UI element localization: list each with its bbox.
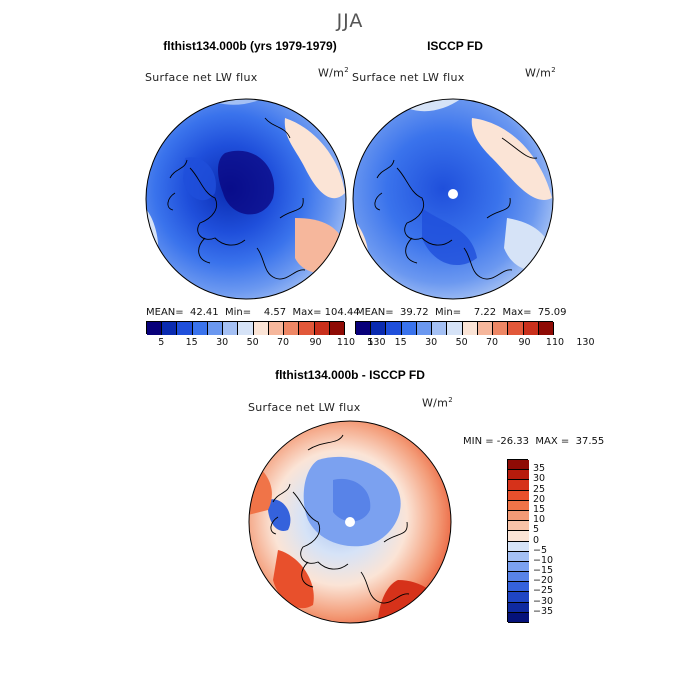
colorbar-swatch	[462, 322, 478, 335]
colorbar-tick-label: −10	[533, 554, 554, 566]
left-variable-label: Surface net LW flux	[145, 71, 258, 84]
colorbar-swatch	[223, 322, 239, 335]
left-units: W/m2	[318, 66, 349, 80]
colorbar-swatch	[371, 322, 387, 335]
colorbar-swatch	[299, 322, 315, 335]
colorbar-swatch	[508, 500, 529, 511]
diff-units: W/m2	[422, 396, 453, 410]
colorbar-swatch	[268, 322, 285, 335]
colorbar-swatch	[356, 322, 372, 335]
colorbar-tick-label: −25	[533, 585, 554, 597]
colorbar-swatch	[207, 322, 224, 335]
colorbar-tick-label: 130	[576, 337, 595, 348]
colorbar-tick-label: 30	[533, 473, 546, 485]
colorbar-tick-label: −20	[533, 575, 554, 587]
colorbar-tick-label: 90	[309, 337, 322, 348]
colorbar-tick-label: −5	[533, 544, 548, 556]
colorbar-tick-label: 30	[425, 337, 438, 348]
colorbar-swatch	[508, 551, 529, 562]
colorbar-tick-label: 35	[533, 463, 546, 475]
colorbar-swatch	[508, 612, 529, 623]
left-stats: MEAN= 42.41 Min= 4.57 Max= 104.44	[146, 307, 360, 318]
colorbar-swatch	[493, 322, 509, 335]
colorbar-tick-label: 0	[533, 534, 540, 546]
colorbar-tick-label: 50	[246, 337, 259, 348]
diff-minmax: MIN = -26.33 MAX = 37.55	[463, 436, 605, 447]
colorbar-tick-label: 70	[486, 337, 499, 348]
colorbar-swatch	[147, 322, 163, 335]
colorbar-swatch	[432, 322, 448, 335]
colorbar-tick-label: 130	[367, 337, 386, 348]
colorbar-tick-label: 20	[533, 493, 546, 505]
left-panel-title: flthist134.000b (yrs 1979-1979)	[163, 39, 337, 53]
colorbar-swatch	[508, 592, 529, 603]
colorbar-tick-label: 110	[545, 337, 565, 348]
left-colorbar	[146, 321, 345, 335]
colorbar-tick-label: 90	[518, 337, 531, 348]
colorbar-tick-label: 15	[185, 337, 198, 348]
right-panel-title: ISCCP FD	[427, 39, 483, 53]
colorbar-swatch	[329, 322, 345, 335]
colorbar-swatch	[253, 322, 269, 335]
colorbar-swatch	[508, 490, 529, 501]
colorbar-tick-label: −35	[533, 605, 554, 617]
colorbar-swatch	[508, 322, 524, 335]
colorbar-swatch	[177, 322, 193, 335]
colorbar-swatch	[538, 322, 554, 335]
colorbar-swatch	[508, 541, 529, 552]
colorbar-swatch	[192, 322, 208, 335]
colorbar-swatch	[508, 572, 529, 583]
diff-panel-title: flthist134.000b - ISCCP FD	[275, 368, 425, 382]
colorbar-swatch	[386, 322, 402, 335]
colorbar-swatch	[238, 322, 254, 335]
colorbar-swatch	[284, 322, 300, 335]
colorbar-swatch	[162, 322, 178, 335]
diff-colorbar-ticks: 35 30 25 20 15 10 5 0 −5 −10 −15 −20 −25 −30 −35	[533, 459, 573, 622]
colorbar-swatch	[523, 322, 539, 335]
colorbar-swatch	[508, 521, 529, 532]
right-polar-map	[352, 98, 554, 300]
left-colorbar-ticks: 5 15 30 50 70 90 110 130	[146, 337, 385, 349]
colorbar-swatch	[314, 322, 330, 335]
left-polar-map	[145, 98, 347, 300]
colorbar-tick-label: 15	[533, 503, 546, 515]
colorbar-tick-label: 25	[533, 483, 546, 495]
colorbar-swatch	[416, 322, 433, 335]
diff-polar-map	[248, 420, 452, 624]
colorbar-tick-label: 70	[277, 337, 290, 348]
colorbar-tick-label: −30	[533, 595, 554, 607]
diff-variable-label: Surface net LW flux	[248, 401, 361, 414]
colorbar-tick-label: 50	[455, 337, 468, 348]
right-units: W/m2	[525, 66, 556, 80]
right-variable-label: Surface net LW flux	[352, 71, 465, 84]
colorbar-swatch	[508, 561, 529, 573]
right-colorbar-ticks: 5 15 30 50 70 90 110 130	[355, 337, 594, 349]
colorbar-swatch	[508, 480, 529, 491]
colorbar-swatch	[447, 322, 463, 335]
colorbar-swatch	[508, 470, 529, 481]
colorbar-swatch	[508, 582, 529, 593]
colorbar-tick-label: 15	[394, 337, 407, 348]
colorbar-swatch	[401, 322, 417, 335]
season-title: JJA	[336, 10, 364, 32]
colorbar-swatch	[508, 602, 529, 613]
colorbar-tick-label: 110	[336, 337, 356, 348]
colorbar-swatch	[508, 460, 529, 471]
colorbar-swatch	[508, 510, 529, 522]
diff-colorbar	[507, 459, 529, 623]
colorbar-tick-label: 5	[533, 524, 540, 536]
colorbar-tick-label: 30	[216, 337, 229, 348]
colorbar-tick-label: 10	[533, 514, 546, 526]
colorbar-tick-label: −15	[533, 565, 554, 577]
colorbar-swatch	[477, 322, 494, 335]
right-stats: MEAN= 39.72 Min= 7.22 Max= 75.09	[356, 307, 567, 318]
colorbar-tick-label: 5	[367, 337, 374, 348]
colorbar-swatch	[508, 531, 529, 542]
right-colorbar	[355, 321, 554, 335]
colorbar-tick-label: 5	[158, 337, 165, 348]
